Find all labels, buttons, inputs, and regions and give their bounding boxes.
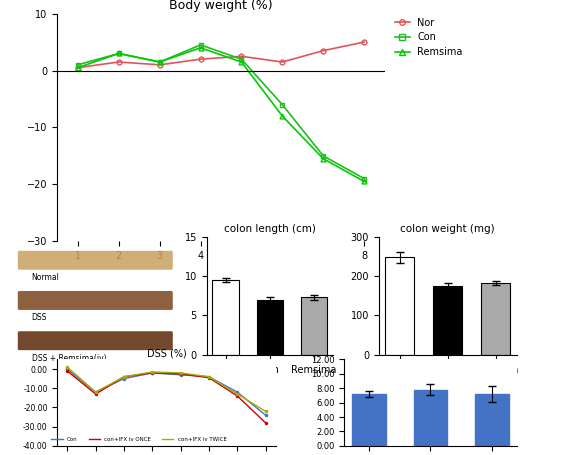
Bar: [475, 394, 509, 446]
Title: colon weight (mg): colon weight (mg): [401, 224, 495, 234]
Title: colon length (cm): colon length (cm): [224, 224, 316, 234]
Text: DSS + Remsima(iv): DSS + Remsima(iv): [32, 354, 106, 363]
Bar: [212, 280, 239, 355]
Title: DSS (%): DSS (%): [146, 349, 187, 359]
Title: Body weight (%): Body weight (%): [169, 0, 273, 12]
Bar: [352, 394, 386, 446]
Text: Normal: Normal: [32, 273, 60, 282]
Bar: [257, 300, 283, 355]
Bar: [433, 286, 462, 355]
Text: DSS: DSS: [32, 313, 47, 323]
Bar: [414, 389, 447, 446]
FancyBboxPatch shape: [18, 251, 173, 270]
Bar: [385, 257, 414, 355]
Bar: [301, 297, 327, 355]
FancyBboxPatch shape: [18, 291, 173, 310]
Bar: [482, 283, 510, 355]
FancyBboxPatch shape: [18, 331, 173, 350]
Legend: Con, con+IFX iv ONCE, con+IFX iv TWICE: Con, con+IFX iv ONCE, con+IFX iv TWICE: [49, 435, 229, 444]
Legend: Nor, Con, Remsima: Nor, Con, Remsima: [391, 14, 467, 61]
